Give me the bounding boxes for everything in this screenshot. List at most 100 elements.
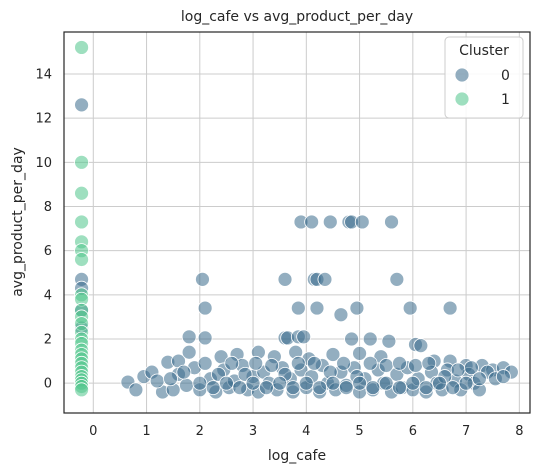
y-tick-label: 0 xyxy=(44,377,52,392)
x-tick-label: 1 xyxy=(142,424,150,439)
y-tick-label: 12 xyxy=(35,112,52,127)
plot-frame xyxy=(63,31,531,414)
data-point-cluster-0 xyxy=(445,380,461,396)
x-tick-label: 3 xyxy=(249,424,257,439)
data-point-cluster-0 xyxy=(312,380,328,396)
data-point-cluster-0 xyxy=(336,355,352,371)
data-point-cluster-0 xyxy=(277,271,293,287)
legend-title: Cluster xyxy=(459,43,509,59)
data-point-cluster-1 xyxy=(74,185,89,201)
legend-marker-1 xyxy=(454,91,470,107)
data-point-cluster-0 xyxy=(344,331,359,347)
data-point-cluster-0 xyxy=(219,375,234,391)
data-point-cluster-0 xyxy=(378,358,394,373)
data-point-cluster-0 xyxy=(362,331,378,347)
data-point-cluster-0 xyxy=(458,375,474,391)
chart-title: log_cafe vs avg_product_per_day xyxy=(181,9,413,25)
y-tick-label: 10 xyxy=(35,156,52,171)
x-tick-label: 6 xyxy=(409,424,417,439)
x-tick-label: 7 xyxy=(462,424,470,439)
data-point-cluster-0 xyxy=(296,329,312,345)
data-point-cluster-0 xyxy=(309,300,325,316)
data-point-cluster-0 xyxy=(389,271,405,287)
x-axis-label: log_cafe xyxy=(268,448,326,464)
data-point-cluster-0 xyxy=(290,300,306,316)
x-tick-label: 4 xyxy=(302,424,310,439)
data-point-cluster-0 xyxy=(354,214,370,230)
data-point-cluster-0 xyxy=(442,300,458,316)
data-point-cluster-0 xyxy=(163,371,178,387)
x-tick-labels: 0 1 2 3 4 5 6 7 8 xyxy=(89,424,523,439)
data-point-cluster-0 xyxy=(304,214,320,230)
data-point-cluster-1 xyxy=(74,40,89,55)
y-tick-label: 8 xyxy=(44,200,52,215)
data-point-cluster-0 xyxy=(352,345,367,361)
legend-label-1: 1 xyxy=(501,92,510,108)
data-point-cluster-0 xyxy=(317,271,333,287)
data-point-cluster-0 xyxy=(290,355,306,371)
data-point-cluster-0 xyxy=(413,338,429,354)
data-point-cluster-0 xyxy=(381,333,397,349)
data-point-cluster-0 xyxy=(298,375,314,391)
data-point-cluster-0 xyxy=(384,214,399,230)
legend-marker-0 xyxy=(454,67,470,83)
x-tick-label: 8 xyxy=(515,424,523,439)
data-point-cluster-0 xyxy=(306,355,322,371)
data-point-cluster-0 xyxy=(197,330,213,346)
y-tick-label: 4 xyxy=(44,288,52,303)
data-point-cluster-0 xyxy=(402,300,418,316)
data-point-cluster-0 xyxy=(181,344,197,360)
data-point-cluster-0 xyxy=(181,329,197,345)
data-point-cluster-0 xyxy=(421,355,437,371)
data-point-cluster-0 xyxy=(128,382,144,398)
legend-label-0: 0 xyxy=(501,68,510,84)
data-point-cluster-1 xyxy=(74,154,89,170)
data-point-cluster-0 xyxy=(392,355,407,371)
data-point-cluster-0 xyxy=(405,375,421,391)
data-point-cluster-0 xyxy=(205,380,221,396)
x-tick-label: 2 xyxy=(196,424,204,439)
data-point-cluster-0 xyxy=(245,375,261,391)
data-point-cluster-0 xyxy=(192,375,208,391)
data-point-cluster-0 xyxy=(195,271,210,287)
data-point-cluster-0 xyxy=(325,347,341,362)
data-point-cluster-0 xyxy=(352,375,367,391)
data-point-cluster-0 xyxy=(224,355,240,371)
data-point-cluster-1 xyxy=(74,252,89,267)
data-point-cluster-0 xyxy=(149,373,165,389)
data-point-cluster-0 xyxy=(179,377,194,393)
data-point-cluster-0 xyxy=(258,380,274,396)
data-point-cluster-0 xyxy=(392,380,407,396)
data-points xyxy=(74,40,519,400)
data-point-cluster-0 xyxy=(418,380,434,396)
legend: Cluster 0 1 xyxy=(444,36,524,119)
data-point-cluster-0 xyxy=(378,375,394,391)
data-point-cluster-0 xyxy=(232,380,248,396)
data-point-cluster-0 xyxy=(495,369,511,384)
data-point-cluster-0 xyxy=(264,358,280,373)
data-point-cluster-0 xyxy=(472,371,487,387)
y-tick-label: 14 xyxy=(35,67,52,82)
data-point-cluster-0 xyxy=(248,355,264,371)
data-point-cluster-0 xyxy=(272,375,288,391)
data-point-cluster-0 xyxy=(322,214,338,230)
data-point-cluster-0 xyxy=(450,362,466,378)
x-tick-label: 5 xyxy=(355,424,363,439)
y-tick-label: 2 xyxy=(44,333,52,348)
data-point-cluster-0 xyxy=(197,355,213,371)
data-point-cluster-0 xyxy=(349,300,365,316)
data-point-cluster-0 xyxy=(325,375,341,391)
y-tick-labels: 0 2 4 6 8 10 12 14 xyxy=(35,67,52,391)
y-axis-label: avg_product_per_day xyxy=(10,147,26,297)
data-point-cluster-0 xyxy=(197,300,213,316)
data-point-cluster-0 xyxy=(176,364,192,380)
y-tick-label: 6 xyxy=(44,244,52,259)
x-tick-label: 0 xyxy=(89,424,97,439)
data-point-cluster-0 xyxy=(365,380,381,396)
data-point-cluster-0 xyxy=(338,380,354,396)
data-point-cluster-0 xyxy=(408,358,423,373)
data-point-cluster-0 xyxy=(74,97,89,113)
data-point-cluster-0 xyxy=(464,360,479,376)
data-point-cluster-0 xyxy=(333,307,349,323)
